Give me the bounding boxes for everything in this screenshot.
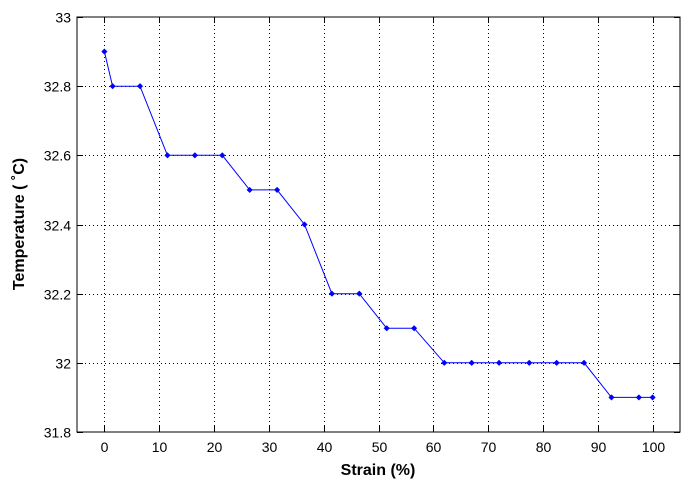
data-point [356, 290, 363, 297]
data-point [191, 152, 199, 159]
data-point [383, 325, 390, 332]
x-tick-labels: 0 10 20 30 40 50 60 70 80 90 100 [101, 439, 666, 455]
y-axis-title: Temperature ( ˚C) [11, 158, 28, 290]
y-tick-labels: 31.8 32 32.2 32.4 32.6 32.8 33 [44, 10, 71, 441]
x-tick-label: 10 [152, 439, 168, 455]
data-point [608, 394, 615, 401]
data-point [219, 152, 226, 159]
y-tick-label: 32.8 [44, 79, 71, 95]
data-point [136, 83, 144, 90]
data-point [109, 83, 116, 90]
data-point [164, 152, 171, 159]
data-point [101, 48, 108, 55]
x-tick-label: 0 [101, 439, 109, 455]
x-tick-label: 90 [591, 439, 607, 455]
data-point [301, 221, 308, 228]
data-point [649, 394, 656, 401]
x-tick-label: 30 [262, 439, 278, 455]
data-point [246, 186, 253, 194]
data-point [410, 325, 418, 332]
y-tick-label: 32.4 [44, 218, 71, 234]
ticks [77, 17, 680, 433]
x-tick-label: 60 [426, 439, 442, 455]
series-line [103, 51, 653, 398]
data-point [580, 359, 588, 366]
x-axis-title: Strain (%) [341, 462, 416, 479]
data-point [526, 359, 533, 366]
x-tick-label: 20 [207, 439, 223, 455]
x-tick-label: 40 [317, 439, 333, 455]
x-tick-label: 70 [481, 439, 497, 455]
y-tick-label: 32.2 [44, 287, 71, 303]
x-tick-label: 100 [642, 439, 666, 455]
data-point [468, 359, 475, 366]
data-point [495, 359, 503, 366]
x-tick-label: 80 [536, 439, 552, 455]
y-tick-label: 33 [55, 10, 71, 26]
x-tick-label: 50 [372, 439, 388, 455]
plot-frame-border [76, 16, 681, 433]
y-tick-label: 32 [55, 356, 71, 372]
data-point [273, 186, 281, 194]
y-tick-label: 31.8 [44, 425, 71, 441]
series [101, 48, 656, 401]
data-point [441, 359, 448, 366]
y-tick-label: 32.6 [44, 148, 71, 164]
data-point [328, 290, 336, 297]
data-point [635, 394, 643, 401]
data-point [553, 359, 560, 366]
